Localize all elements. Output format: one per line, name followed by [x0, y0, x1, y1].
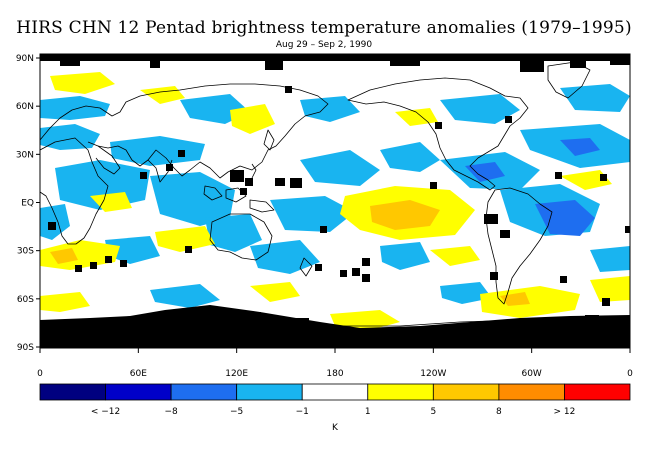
colorbar-tick-label: −8 — [164, 407, 178, 417]
longitude-label: 120E — [225, 369, 248, 379]
colorbar-tick-label: < −12 — [91, 407, 120, 417]
colorbar-swatch — [105, 383, 172, 401]
colorbar-swatch — [498, 383, 565, 401]
latitude-label: 30N — [16, 150, 34, 160]
longitude-label: 0 — [627, 369, 633, 379]
colorbar-tick-label: 1 — [365, 407, 371, 417]
warm-anomaly-regions — [40, 72, 630, 330]
latitude-label: EQ — [21, 199, 34, 209]
colorbar-unit-label: K — [332, 423, 339, 433]
latitude-axis: 90N 60N 30N EQ 30S 60S 90S — [16, 54, 40, 353]
latitude-label: 90N — [16, 54, 34, 64]
latitude-label: 90S — [17, 343, 34, 353]
colorbar-swatch — [564, 383, 631, 401]
colorbar-tick-label: −1 — [296, 407, 309, 417]
longitude-label: 180 — [326, 369, 343, 379]
longitude-label: 120W — [420, 369, 446, 379]
colorbar-tick-label: 8 — [496, 407, 502, 417]
longitude-label: 60E — [130, 369, 147, 379]
map-subtitle: Aug 29 – Sep 2, 1990 — [275, 40, 373, 50]
longitude-label: 0 — [37, 369, 43, 379]
colorbar: < −12 −8 −5 −1 1 5 8 > 12 — [39, 383, 631, 417]
colorbar-swatch — [301, 383, 369, 401]
map-title: HIRS CHN 12 Pentad brightness temperatur… — [16, 18, 632, 38]
latitude-label: 60N — [16, 102, 34, 112]
colorbar-swatch — [432, 383, 500, 401]
map-plot-area — [40, 54, 630, 348]
colorbar-swatch — [236, 383, 303, 401]
latitude-label: 60S — [17, 295, 34, 305]
longitude-label: 60W — [521, 369, 541, 379]
colorbar-swatch — [367, 383, 434, 401]
colorbar-tick-label: 5 — [430, 407, 436, 417]
colorbar-tick-label: −5 — [230, 407, 243, 417]
colorbar-swatch — [39, 383, 106, 401]
antarctic-missing-data — [40, 305, 630, 348]
strong-cold-anomaly-regions — [465, 138, 600, 236]
colorbar-swatch — [170, 383, 238, 401]
strong-warm-anomaly-regions — [50, 200, 530, 306]
latitude-label: 30S — [17, 247, 34, 257]
longitude-axis: 0 60E 120E 180 120W 60W 0 — [37, 348, 633, 379]
coastlines — [40, 61, 630, 327]
colorbar-tick-label: > 12 — [554, 407, 576, 417]
